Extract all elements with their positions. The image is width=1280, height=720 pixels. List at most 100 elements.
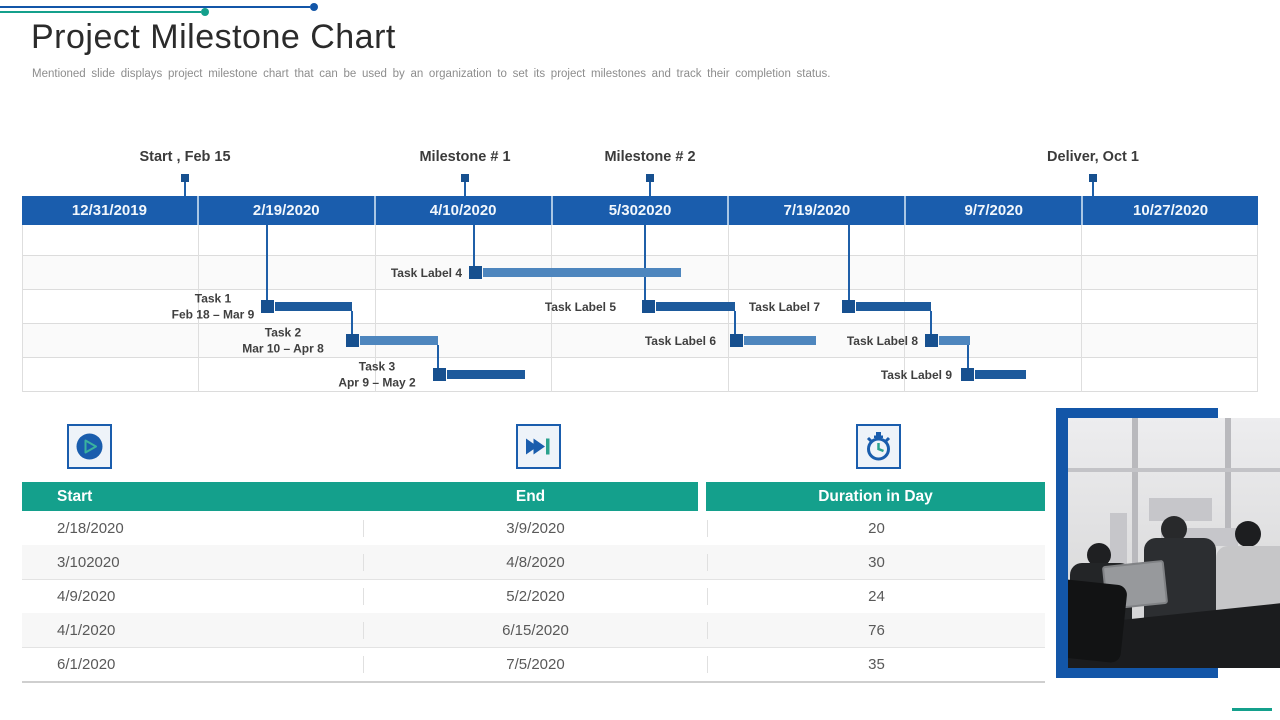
task-bar	[939, 336, 970, 345]
task-bar-marker	[469, 266, 482, 279]
task-label: Task Label 9	[880, 368, 952, 383]
task-bar-marker	[642, 300, 655, 313]
cell-start: 6/1/2020	[57, 655, 116, 673]
milestone-marker	[181, 174, 189, 182]
connector-stem	[437, 345, 439, 368]
milestone-marker	[461, 174, 469, 182]
window-frame	[1224, 418, 1231, 543]
connector-stem	[473, 225, 475, 266]
play-icon	[76, 433, 103, 460]
top-teal-dot	[201, 8, 209, 16]
task-bar	[360, 336, 438, 345]
milestone-marker	[1089, 174, 1097, 182]
milestone-stem	[649, 182, 651, 196]
task-bar	[975, 370, 1026, 379]
milestone-label-deliver: Deliver, Oct 1	[1047, 149, 1139, 165]
table-row: 6/1/2020 7/5/2020 35	[22, 647, 1045, 683]
task-bar	[744, 336, 816, 345]
milestone-label-2: Milestone # 2	[604, 149, 696, 165]
cell-start: 4/1/2020	[57, 621, 116, 639]
cell-duration: 35	[707, 655, 1045, 673]
top-blue-dot	[310, 3, 318, 11]
task-bar-marker	[433, 368, 446, 381]
task-label: Task Label 7	[748, 300, 820, 315]
connector-stem	[734, 311, 736, 334]
timeline-date: 2/19/2020	[196, 196, 374, 225]
gantt-row	[22, 225, 1258, 256]
timeline-date: 7/19/2020	[727, 196, 904, 225]
play-button[interactable]	[67, 424, 112, 469]
timeline-date: 4/10/2020	[373, 196, 551, 225]
task-name: Task 3	[358, 359, 396, 374]
task-label: Task 1 Feb 18 – Mar 9	[172, 291, 255, 322]
person-head	[1161, 515, 1188, 542]
cell-end: 5/2/2020	[363, 587, 707, 605]
cell-duration: 30	[707, 553, 1045, 571]
task-bar	[275, 302, 352, 311]
task-label: Task Label 6	[644, 334, 716, 349]
task-bar	[856, 302, 931, 311]
cell-start: 4/9/2020	[57, 587, 116, 605]
task-label: Task Label 5	[544, 300, 616, 315]
task-label: Task 3 Apr 9 – May 2	[338, 359, 415, 390]
column-header-start: Start	[57, 487, 93, 505]
stopwatch-button[interactable]	[856, 424, 901, 469]
connector-stem	[967, 345, 969, 368]
task-bar	[447, 370, 525, 379]
timeline-date: 9/7/2020	[904, 196, 1081, 225]
gantt-row	[22, 358, 1258, 392]
cell-duration: 20	[707, 519, 1045, 537]
task-bar-marker	[261, 300, 274, 313]
table-row: 4/1/2020 6/15/2020 76	[22, 613, 1045, 648]
timeline-date: 5/302020	[550, 196, 728, 225]
table-header-duration: Duration in Day	[706, 482, 1045, 511]
cell-start: 2/18/2020	[57, 519, 124, 537]
person-head	[1235, 520, 1262, 547]
bottom-teal-dash	[1232, 708, 1272, 711]
table-row: 4/9/2020 5/2/2020 24	[22, 579, 1045, 614]
connector-stem	[644, 225, 646, 300]
task-name: Task 2	[264, 325, 302, 340]
city-skyline	[1148, 498, 1213, 521]
task-bar-marker	[346, 334, 359, 347]
office-chair	[1068, 578, 1128, 664]
task-bar-marker	[961, 368, 974, 381]
connector-stem	[351, 311, 353, 334]
task-label: Task Label 4	[390, 266, 462, 281]
task-label: Task 2 Mar 10 – Apr 8	[242, 325, 324, 356]
gantt-row	[22, 324, 1258, 358]
connector-stem	[266, 225, 268, 300]
milestone-stem	[1092, 182, 1094, 196]
timeline-date: 12/31/2019	[71, 202, 147, 219]
cell-start: 3/102020	[57, 553, 120, 571]
connector-stem	[930, 311, 932, 334]
page-title: Project Milestone Chart	[31, 18, 396, 56]
cell-end: 6/15/2020	[363, 621, 707, 639]
window-frame	[1131, 418, 1138, 573]
milestone-label-start: Start , Feb 15	[139, 149, 231, 165]
cell-end: 3/9/2020	[363, 519, 707, 537]
page-subtitle: Mentioned slide displays project milesto…	[32, 68, 831, 80]
window-frame	[1068, 468, 1280, 472]
stopwatch-icon	[866, 432, 891, 461]
cell-end: 7/5/2020	[363, 655, 707, 673]
task-bar-marker	[730, 334, 743, 347]
timeline-header: 12/31/2019 2/19/2020 4/10/2020 5/302020 …	[22, 196, 1258, 225]
task-bar-marker	[925, 334, 938, 347]
timeline-date: 10/27/2020	[1081, 196, 1258, 225]
column-header-end: End	[515, 487, 546, 505]
cell-duration: 24	[707, 587, 1045, 605]
milestone-stem	[464, 182, 466, 196]
top-teal-line	[0, 11, 201, 13]
cell-end: 4/8/2020	[363, 553, 707, 571]
skip-to-end-button[interactable]	[516, 424, 561, 469]
task-dates: Mar 10 – Apr 8	[242, 341, 324, 355]
milestone-marker	[646, 174, 654, 182]
table-row: 2/18/2020 3/9/2020 20	[22, 511, 1045, 546]
column-header-duration: Duration in Day	[818, 487, 933, 505]
milestone-stem	[184, 182, 186, 196]
skip-to-end-icon	[526, 438, 550, 455]
gantt-row	[22, 290, 1258, 324]
team-meeting-photo	[1068, 418, 1280, 668]
